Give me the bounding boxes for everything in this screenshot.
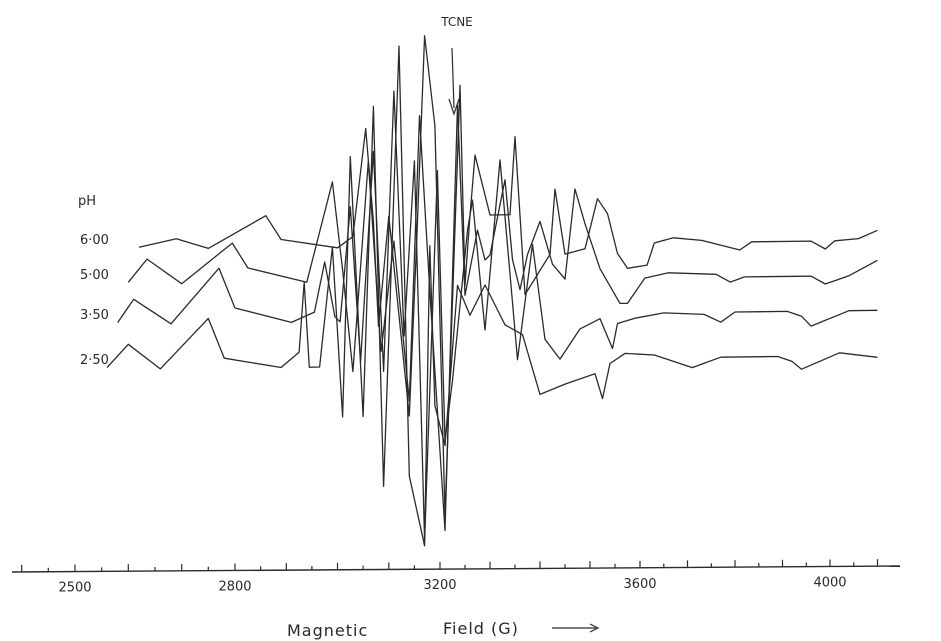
spectrum-trace-ph-2·50	[106, 45, 878, 547]
tcne-annotation: TCNE	[440, 15, 473, 116]
x-tick-label-3600: 3600	[623, 577, 656, 592]
tcne-arrow-head	[448, 98, 460, 116]
series-label-ph-3·50: 3·50	[80, 308, 109, 323]
x-axis-title: Magnetic Field (G)	[287, 619, 600, 640]
x-axis-tick-labels: 2500 2800 3200 3600 4000	[58, 576, 846, 596]
series-label-ph-5·00: 5·00	[80, 268, 109, 283]
x-tick-label-4000: 4000	[813, 576, 846, 591]
tcne-arrow-line	[451, 47, 455, 109]
x-axis-title-arrow-head	[589, 623, 600, 633]
series-labels: 6·00 5·00 3·50 2·50	[80, 233, 109, 368]
tcne-label: TCNE	[440, 15, 473, 29]
x-axis-ticks	[21, 559, 879, 572]
legend-title: pH	[78, 194, 96, 209]
x-tick-label-2500: 2500	[58, 581, 91, 596]
series-label-ph-2·50: 2·50	[80, 353, 109, 368]
x-tick-label-3200: 3200	[423, 578, 456, 593]
x-tick-label-2800: 2800	[218, 580, 251, 595]
x-axis-title-part-1: Magnetic	[287, 621, 368, 640]
series-label-ph-6·00: 6·00	[80, 233, 109, 248]
spectrum-traces	[106, 35, 878, 547]
x-axis-title-part-2: Field (G)	[443, 619, 519, 638]
spectrum-trace-ph-5·00	[127, 104, 878, 532]
x-axis-line	[11, 565, 901, 573]
spectrum-trace-ph-3·50	[117, 90, 878, 542]
spectrum-trace-ph-6·00	[138, 35, 878, 517]
